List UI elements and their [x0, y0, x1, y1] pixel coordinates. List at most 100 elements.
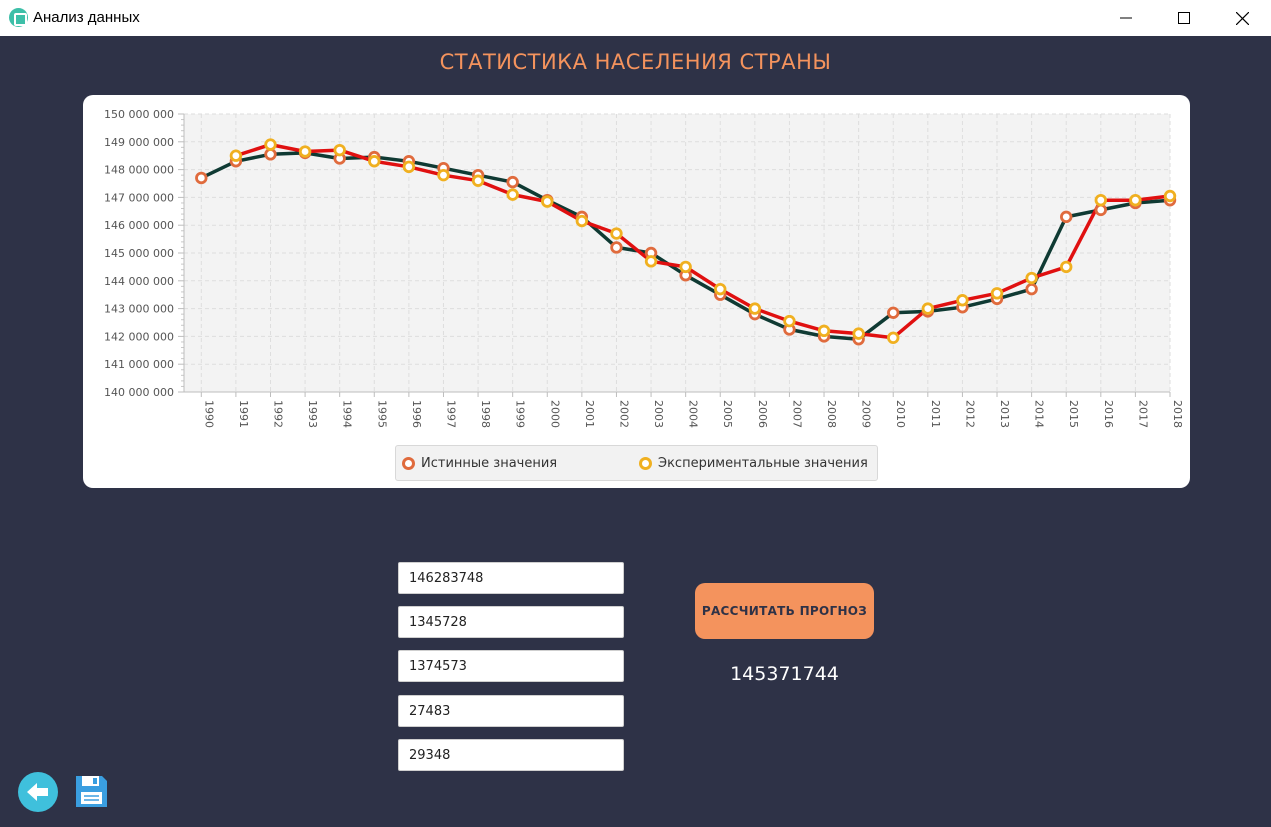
y-tick-label: 145 000 000	[104, 247, 174, 260]
series-1-point	[506, 188, 519, 201]
series-1-point	[610, 227, 623, 240]
x-tick-label: 2000	[548, 400, 561, 428]
series-0-point	[1094, 203, 1108, 217]
minimize-button[interactable]	[1097, 0, 1155, 36]
series-1-point	[229, 149, 243, 162]
series-1-point	[714, 282, 727, 296]
series-1-point	[783, 314, 796, 328]
x-tick-label: 2005	[721, 400, 734, 428]
x-tick-label: 1997	[444, 400, 457, 428]
series-1-point	[298, 145, 312, 158]
series-1-point	[437, 168, 450, 182]
window-title: Анализ данных	[33, 9, 140, 26]
input-field-2[interactable]	[398, 606, 624, 638]
chart-legend: Истинные значения Экспериментальные знач…	[395, 445, 878, 481]
y-tick-label: 142 000 000	[104, 330, 174, 343]
x-tick-label: 2013	[998, 400, 1011, 428]
y-tick-label: 146 000 000	[104, 219, 174, 232]
x-tick-label: 1998	[479, 400, 492, 428]
app-icon	[9, 8, 28, 27]
calculate-forecast-button[interactable]: РАССЧИТАТЬ ПРОГНОЗ	[695, 583, 874, 639]
x-tick-label: 2017	[1136, 400, 1149, 428]
series-1-point	[333, 143, 346, 157]
series-1-point	[887, 331, 900, 344]
series-1-point	[1094, 193, 1108, 207]
x-tick-label: 2006	[756, 400, 769, 428]
legend-marker-experimental	[639, 456, 652, 470]
x-tick-label: 2001	[583, 400, 596, 428]
series-1-point	[852, 327, 865, 340]
x-tick-label: 1994	[341, 400, 354, 428]
close-button[interactable]	[1213, 0, 1271, 36]
x-tick-label: 2016	[1102, 400, 1115, 428]
series-1-point	[748, 302, 762, 315]
input-field-5[interactable]	[398, 739, 624, 771]
x-tick-label: 2002	[617, 400, 630, 428]
save-button[interactable]	[73, 773, 110, 810]
series-1-point	[1163, 189, 1177, 203]
input-field-1[interactable]	[398, 562, 624, 594]
series-1-point	[990, 287, 1004, 300]
back-arrow-icon	[27, 783, 48, 801]
x-tick-label: 1995	[375, 400, 388, 428]
y-tick-label: 143 000 000	[104, 303, 174, 316]
back-button[interactable]	[18, 772, 58, 812]
y-tick-label: 150 000 000	[104, 108, 174, 121]
x-tick-label: 1991	[237, 400, 250, 428]
series-0-point	[887, 306, 900, 319]
y-tick-label: 147 000 000	[104, 191, 174, 204]
input-field-4[interactable]	[398, 695, 624, 727]
y-tick-label: 144 000 000	[104, 275, 174, 288]
y-tick-label: 149 000 000	[104, 136, 174, 149]
x-tick-label: 2012	[963, 400, 976, 428]
series-1-point	[368, 155, 381, 168]
series-1-point	[1129, 193, 1142, 207]
x-tick-label: 2018	[1171, 400, 1184, 428]
x-tick-label: 1992	[271, 400, 284, 428]
y-tick-label: 140 000 000	[104, 386, 174, 399]
series-1-point	[575, 214, 589, 228]
series-0-point	[506, 175, 519, 189]
x-tick-label: 2004	[687, 400, 700, 428]
legend-label-true: Истинные значения	[421, 455, 558, 471]
maximize-icon	[1178, 12, 1190, 24]
series-0-point	[610, 241, 623, 254]
series-1-point	[817, 324, 831, 338]
series-1-point	[644, 255, 658, 268]
series-1-point	[956, 294, 969, 307]
series-0-point	[264, 148, 277, 161]
series-1-point	[1060, 260, 1073, 274]
y-tick-label: 148 000 000	[104, 164, 174, 177]
input-field-3[interactable]	[398, 650, 624, 682]
series-1-point	[921, 302, 935, 315]
series-0-point	[195, 171, 208, 185]
x-tick-label: 2007	[790, 400, 803, 428]
series-0-point	[1025, 282, 1038, 296]
window-titlebar: Анализ данных	[0, 0, 1271, 36]
population-line-chart: 140 000 000 141 000 000 142 000 000 143 000…	[104, 108, 1184, 428]
x-tick-label: 2010	[894, 400, 907, 428]
x-tick-label: 1999	[514, 400, 527, 428]
chart-card: 140 000 000 141 000 000 142 000 000 143 000…	[83, 95, 1190, 488]
series-0-point	[1060, 210, 1073, 224]
maximize-button[interactable]	[1155, 0, 1213, 36]
x-tick-label: 2009	[860, 400, 873, 428]
x-tick-label: 2008	[825, 400, 838, 428]
series-1-point	[471, 174, 485, 187]
minimize-icon	[1120, 17, 1132, 19]
y-tick-label: 141 000 000	[104, 358, 174, 371]
series-1-point	[541, 195, 554, 208]
legend-item-true: Истинные значения	[402, 446, 557, 480]
page-title: СТАТИСТИКА НАСЕЛЕНИЯ СТРАНЫ	[439, 50, 832, 74]
x-tick-label: 2014	[1033, 400, 1046, 428]
close-icon	[1235, 11, 1249, 25]
series-line-1	[235, 142, 1171, 340]
x-tick-label: 1990	[202, 400, 215, 428]
legend-label-experimental: Экспериментальные значения	[658, 455, 868, 471]
x-tick-label: 1993	[306, 400, 319, 428]
x-tick-label: 2011	[929, 400, 942, 428]
forecast-result: 145371744	[730, 663, 839, 685]
series-1-point	[264, 138, 277, 151]
x-tick-label: 2003	[652, 400, 665, 428]
x-tick-label: 1996	[410, 400, 423, 428]
